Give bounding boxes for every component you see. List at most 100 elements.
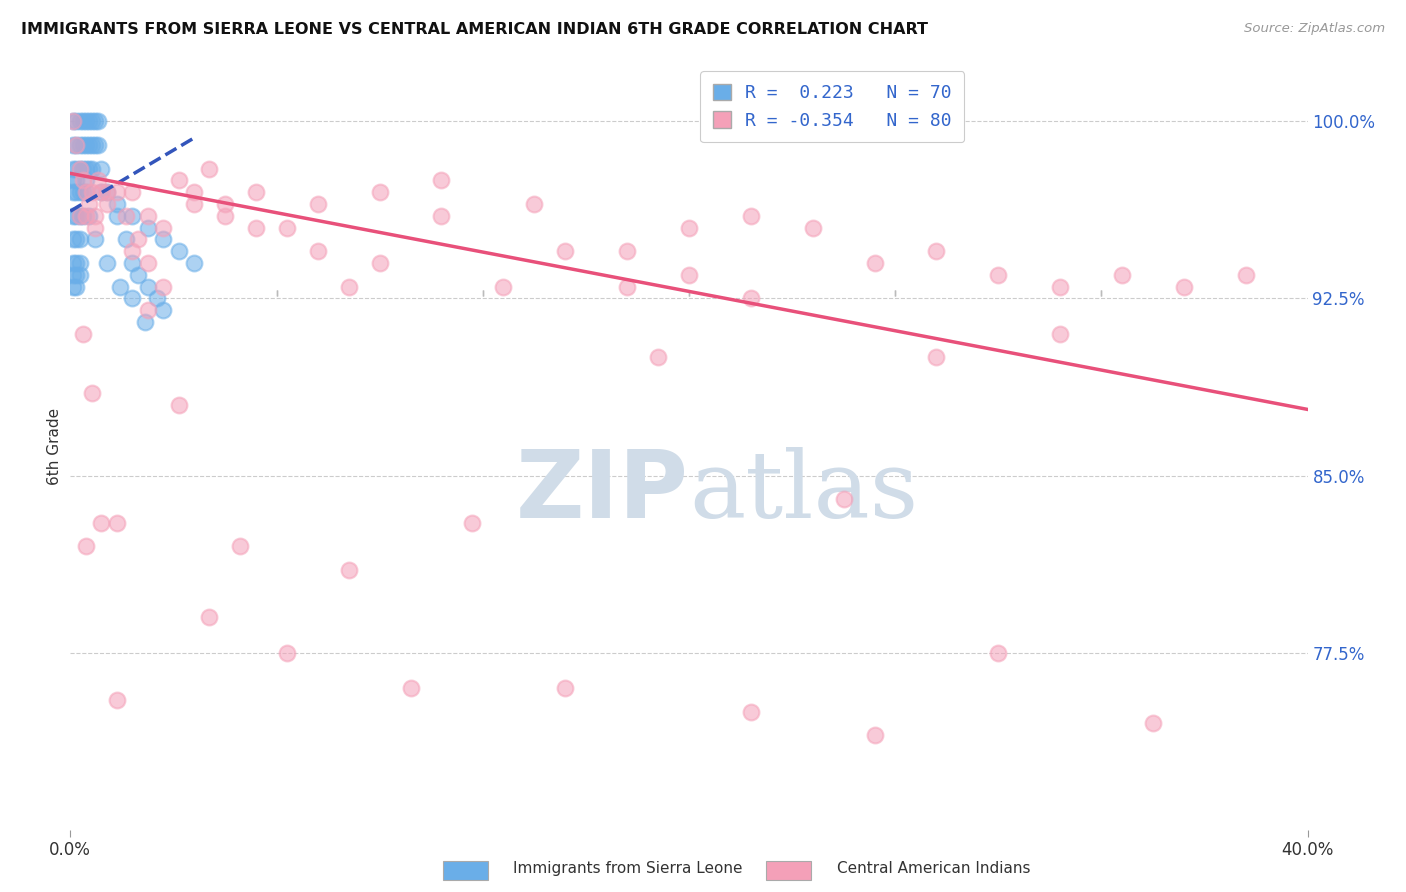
Point — [84, 232, 107, 246]
Point — [65, 114, 87, 128]
Point — [152, 232, 174, 246]
Point — [121, 244, 143, 259]
Point — [69, 209, 91, 223]
Point — [65, 268, 87, 282]
Point — [136, 256, 159, 270]
Point — [1173, 279, 1195, 293]
Point — [115, 209, 138, 223]
Point — [77, 197, 100, 211]
Point — [84, 114, 107, 128]
Point — [65, 138, 87, 153]
Point — [167, 244, 190, 259]
Point — [62, 114, 84, 128]
Point — [65, 279, 87, 293]
Point — [69, 161, 91, 176]
Point — [1049, 326, 1071, 341]
Point — [90, 161, 112, 176]
Point — [77, 114, 100, 128]
Point — [105, 209, 128, 223]
Point — [69, 232, 91, 246]
Point — [80, 114, 103, 128]
Point — [96, 186, 118, 200]
Y-axis label: 6th Grade: 6th Grade — [46, 408, 62, 484]
Point — [801, 220, 824, 235]
Point — [121, 209, 143, 223]
Point — [69, 114, 91, 128]
Text: ZIP: ZIP — [516, 446, 689, 538]
Point — [121, 256, 143, 270]
Point — [69, 209, 91, 223]
Point — [430, 209, 453, 223]
Point — [987, 646, 1010, 660]
Point — [214, 209, 236, 223]
Point — [87, 114, 110, 128]
Point — [80, 161, 103, 176]
Point — [62, 173, 84, 187]
Point — [1142, 716, 1164, 731]
Point — [80, 186, 103, 200]
Point — [72, 326, 94, 341]
Point — [87, 138, 110, 153]
Point — [69, 268, 91, 282]
Point — [136, 209, 159, 223]
Point — [121, 292, 143, 306]
Point — [276, 646, 298, 660]
Point — [183, 197, 205, 211]
Point — [229, 539, 252, 553]
Point — [90, 186, 112, 200]
Point — [832, 492, 855, 507]
Text: Source: ZipAtlas.com: Source: ZipAtlas.com — [1244, 22, 1385, 36]
Point — [75, 161, 97, 176]
Point — [337, 563, 360, 577]
Point — [152, 303, 174, 318]
Point — [863, 256, 886, 270]
Point — [65, 161, 87, 176]
Point — [80, 138, 103, 153]
Point — [136, 279, 159, 293]
Point — [62, 268, 84, 282]
Point — [616, 244, 638, 259]
Point — [62, 209, 84, 223]
Point — [77, 209, 100, 223]
Point — [523, 197, 546, 211]
Point — [167, 173, 190, 187]
Point — [987, 268, 1010, 282]
Point — [72, 186, 94, 200]
Point — [127, 268, 149, 282]
Point — [127, 232, 149, 246]
Point — [863, 728, 886, 742]
Point — [134, 315, 156, 329]
Point — [136, 220, 159, 235]
Point — [337, 279, 360, 293]
Point — [307, 197, 329, 211]
Point — [62, 161, 84, 176]
Point — [554, 244, 576, 259]
Point — [245, 220, 267, 235]
Text: IMMIGRANTS FROM SIERRA LEONE VS CENTRAL AMERICAN INDIAN 6TH GRADE CORRELATION CH: IMMIGRANTS FROM SIERRA LEONE VS CENTRAL … — [21, 22, 928, 37]
Text: Immigrants from Sierra Leone: Immigrants from Sierra Leone — [513, 861, 742, 876]
Point — [75, 186, 97, 200]
Point — [96, 197, 118, 211]
Text: atlas: atlas — [689, 447, 918, 537]
Point — [75, 209, 97, 223]
Point — [75, 114, 97, 128]
Point — [1111, 268, 1133, 282]
Text: Central American Indians: Central American Indians — [837, 861, 1031, 876]
Point — [65, 173, 87, 187]
Point — [96, 186, 118, 200]
Point — [740, 705, 762, 719]
Point — [461, 516, 484, 530]
Point — [105, 516, 128, 530]
Point — [87, 173, 110, 187]
Point — [90, 516, 112, 530]
Point — [62, 256, 84, 270]
Point — [430, 173, 453, 187]
Point — [1234, 268, 1257, 282]
Point — [65, 209, 87, 223]
Point — [183, 256, 205, 270]
Point — [678, 268, 700, 282]
Point — [647, 351, 669, 365]
Point — [925, 244, 948, 259]
Point — [399, 681, 422, 695]
Point — [69, 138, 91, 153]
